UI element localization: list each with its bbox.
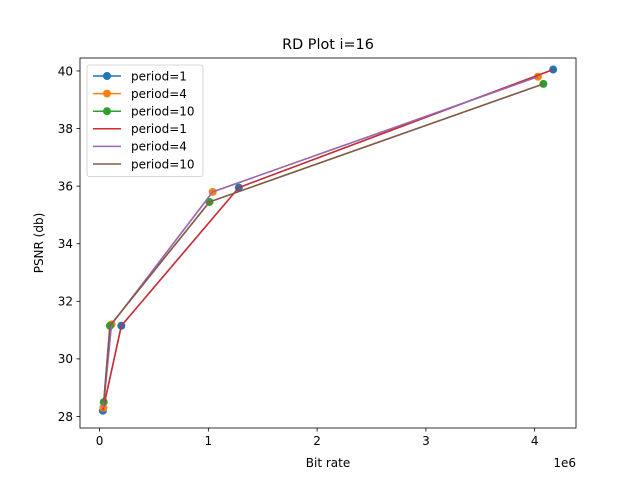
legend-label: period=4 bbox=[131, 87, 187, 101]
y-tick-label: 38 bbox=[58, 122, 73, 136]
y-tick-label: 40 bbox=[58, 64, 73, 78]
chart-title: RD Plot i=16 bbox=[282, 37, 374, 53]
series-line-6 bbox=[102, 83, 544, 403]
y-tick-label: 34 bbox=[58, 237, 73, 251]
legend-label: period=1 bbox=[131, 122, 187, 136]
x-tick-label: 1 bbox=[205, 434, 213, 448]
axes-frame bbox=[79, 57, 577, 429]
x-axis-offset-label: 1e6 bbox=[553, 456, 576, 470]
legend-label: period=10 bbox=[131, 105, 195, 119]
y-axis-ticks: 28 30 32 34 36 38 40 bbox=[58, 64, 80, 424]
y-axis-label: PSNR (db) bbox=[32, 213, 46, 274]
axes-border bbox=[79, 57, 577, 429]
legend-swatch-marker bbox=[103, 89, 111, 98]
x-axis-label: Bit rate bbox=[306, 456, 350, 470]
x-tick-label: 0 bbox=[96, 434, 104, 448]
x-tick-label: 4 bbox=[531, 434, 539, 448]
legend-label: period=1 bbox=[131, 69, 187, 83]
y-tick-label: 30 bbox=[58, 352, 73, 366]
legend-label: period=4 bbox=[131, 140, 187, 154]
series-layer bbox=[98, 65, 558, 415]
series-line-5 bbox=[102, 76, 539, 408]
y-tick-label: 28 bbox=[58, 410, 73, 424]
legend-swatch-marker bbox=[103, 72, 111, 80]
series-line-4 bbox=[102, 68, 554, 411]
x-tick-label: 2 bbox=[313, 434, 321, 448]
y-tick-label: 36 bbox=[58, 179, 73, 193]
legend-swatch-marker bbox=[103, 107, 111, 116]
x-axis-ticks: 0 1 2 3 4 bbox=[96, 428, 539, 448]
legend-label: period=10 bbox=[131, 157, 195, 171]
legend: period=1 period=4 period=10 period=1 period=… bbox=[86, 64, 204, 177]
x-tick-label: 3 bbox=[422, 434, 430, 448]
y-tick-label: 32 bbox=[58, 295, 73, 309]
